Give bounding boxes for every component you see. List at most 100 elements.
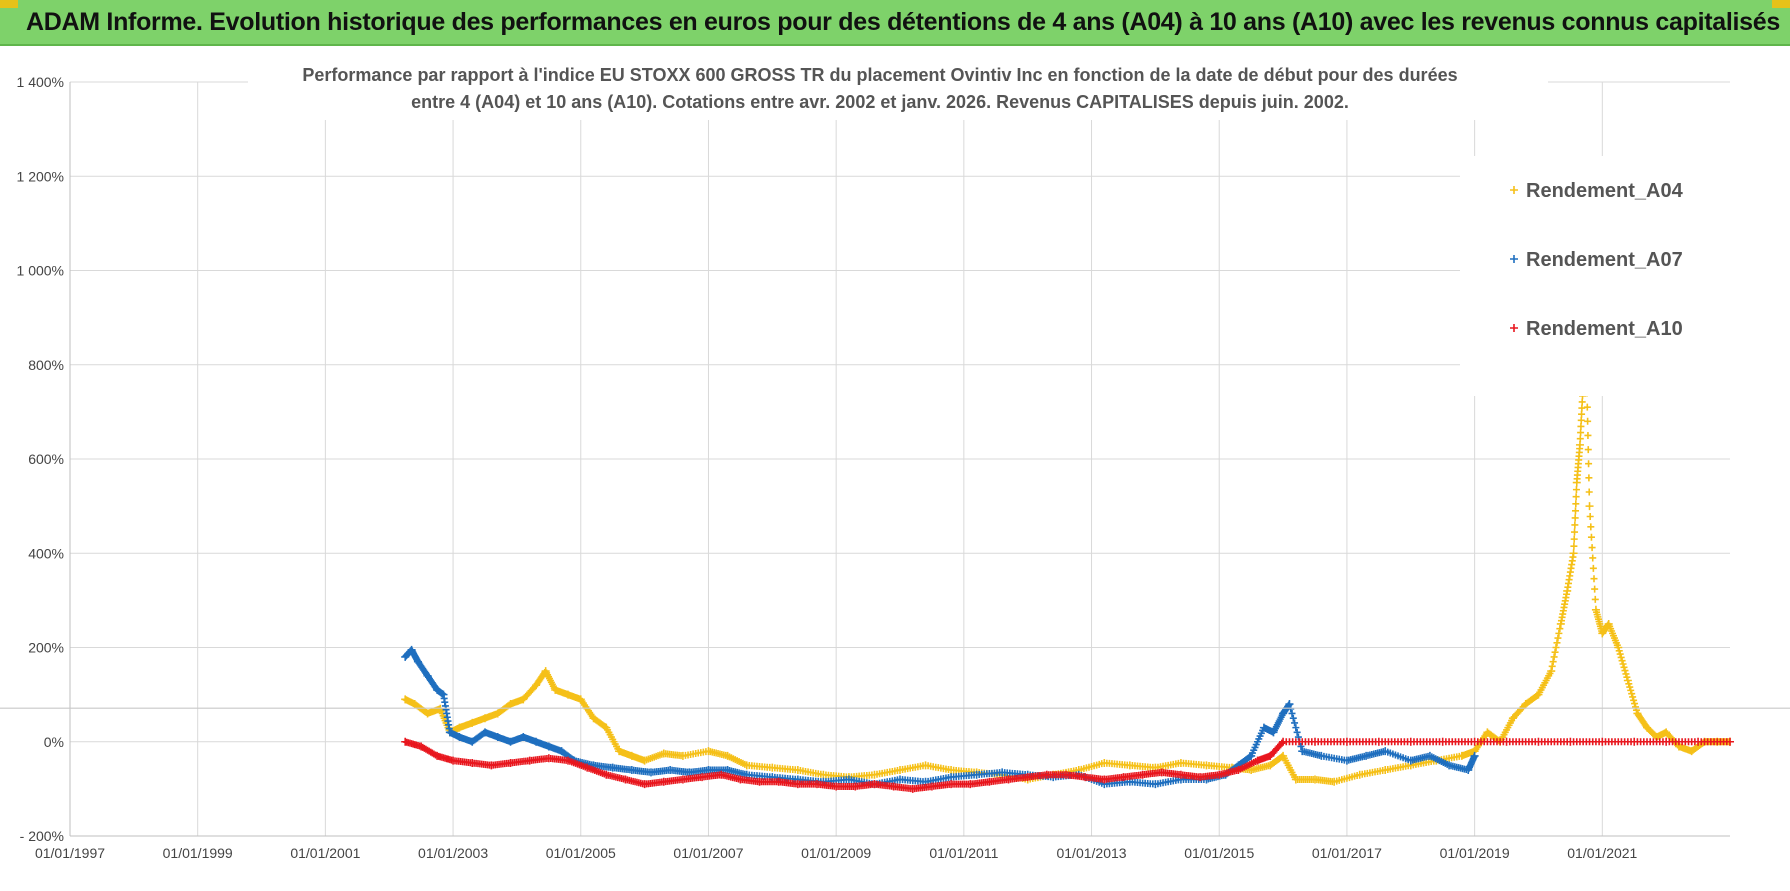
data-point bbox=[1572, 486, 1580, 494]
data-point bbox=[1552, 644, 1560, 651]
y-tick-label: 1 000% bbox=[17, 263, 64, 279]
y-tick-label: 1 200% bbox=[17, 168, 64, 184]
data-point bbox=[1555, 629, 1563, 637]
data-point bbox=[1631, 700, 1639, 708]
legend-marker bbox=[1510, 186, 1518, 194]
y-tick-label: 600% bbox=[28, 451, 64, 467]
x-tick-label: 01/01/2017 bbox=[1312, 845, 1382, 861]
data-point bbox=[1619, 660, 1627, 668]
data-point bbox=[1578, 398, 1586, 406]
report-banner: ADAM Informe. Evolution historique des p… bbox=[0, 0, 1790, 46]
data-point bbox=[1585, 474, 1593, 482]
x-tick-label: 01/01/2019 bbox=[1440, 845, 1510, 861]
data-point bbox=[1570, 542, 1578, 550]
y-tick-label: 1 400% bbox=[17, 74, 64, 90]
data-point bbox=[1547, 667, 1556, 676]
data-point bbox=[1588, 544, 1596, 552]
data-point bbox=[1293, 728, 1301, 736]
data-point bbox=[1551, 648, 1559, 656]
legend-label: Rendement_A07 bbox=[1526, 249, 1683, 271]
data-point bbox=[1630, 696, 1638, 704]
data-point bbox=[1623, 673, 1631, 681]
data-point bbox=[1589, 554, 1597, 562]
data-point bbox=[1577, 429, 1585, 437]
data-point bbox=[1578, 404, 1586, 412]
x-tick-label: 01/01/2021 bbox=[1567, 845, 1637, 861]
data-point bbox=[1554, 634, 1562, 642]
data-point bbox=[1556, 625, 1564, 633]
x-tick-label: 01/01/2003 bbox=[418, 845, 488, 861]
data-point bbox=[1590, 575, 1598, 583]
data-point bbox=[1585, 460, 1593, 468]
data-point bbox=[1628, 690, 1636, 698]
data-point bbox=[1585, 488, 1593, 496]
data-point bbox=[1571, 507, 1579, 515]
legend-background bbox=[1460, 156, 1730, 396]
legend-label: Rendement_A10 bbox=[1526, 318, 1683, 340]
data-point bbox=[1627, 686, 1635, 694]
data-point bbox=[1571, 521, 1579, 529]
data-point bbox=[1570, 535, 1578, 543]
chart-title-line1: Performance par rapport à l'indice EU ST… bbox=[302, 65, 1457, 85]
data-point bbox=[1470, 751, 1479, 760]
data-point bbox=[1584, 431, 1592, 439]
x-tick-label: 01/01/2007 bbox=[673, 845, 743, 861]
x-tick-label: 01/01/1997 bbox=[35, 845, 105, 861]
data-point bbox=[1288, 709, 1296, 717]
chart-title-line2: entre 4 (A04) et 10 ans (A10). Cotations… bbox=[411, 92, 1349, 112]
data-point bbox=[1576, 435, 1584, 443]
data-point bbox=[1626, 683, 1634, 691]
data-point bbox=[1571, 514, 1579, 522]
data-point bbox=[1625, 680, 1633, 688]
legend-label: Rendement_A04 bbox=[1526, 180, 1684, 202]
x-tick-label: 01/01/2005 bbox=[546, 845, 616, 861]
data-point bbox=[1622, 670, 1630, 678]
data-point bbox=[1591, 585, 1599, 593]
data-point bbox=[1618, 657, 1626, 665]
data-point bbox=[1246, 753, 1254, 761]
data-point bbox=[1585, 502, 1594, 511]
x-tick-label: 01/01/2011 bbox=[929, 845, 998, 861]
data-point bbox=[1617, 653, 1625, 661]
data-point bbox=[1584, 446, 1592, 454]
data-point bbox=[1548, 662, 1556, 670]
chart-container: - 200% 0% 200% 400% 600% 800% 1 000% 1 200% 1 40… bbox=[0, 46, 1790, 886]
y-tick-label: - 200% bbox=[20, 828, 64, 844]
series-rendement_a10 bbox=[401, 737, 1734, 793]
data-point bbox=[1297, 742, 1305, 750]
chart-marks bbox=[401, 360, 1734, 793]
data-point bbox=[1285, 700, 1294, 709]
series-rendement_a04 bbox=[401, 360, 1734, 786]
data-point bbox=[1589, 564, 1597, 572]
chart-legend: Rendement_A04 Rendement_A07 Rendement_A10 bbox=[1460, 156, 1730, 396]
x-tick-label: 01/01/2001 bbox=[290, 845, 360, 861]
data-point bbox=[1587, 523, 1595, 531]
data-point bbox=[1291, 719, 1299, 727]
legend-marker bbox=[1510, 324, 1518, 332]
y-tick-label: 0% bbox=[44, 734, 64, 750]
performance-chart: - 200% 0% 200% 400% 600% 800% 1 000% 1 200% 1 40… bbox=[0, 46, 1790, 886]
data-point bbox=[1289, 714, 1297, 722]
x-tick-label: 01/01/2009 bbox=[801, 845, 871, 861]
data-point bbox=[1549, 658, 1557, 666]
y-tick-label: 800% bbox=[28, 357, 64, 373]
banner-corner-left bbox=[0, 0, 18, 8]
banner-corner-right bbox=[1772, 0, 1790, 8]
data-point bbox=[1591, 595, 1599, 603]
y-tick-label: 200% bbox=[28, 640, 64, 656]
data-point bbox=[1726, 737, 1734, 746]
data-point bbox=[1616, 650, 1624, 658]
data-point bbox=[1292, 724, 1300, 732]
chart-axes: - 200% 0% 200% 400% 600% 800% 1 000% 1 200% 1 40… bbox=[0, 74, 1790, 861]
data-point bbox=[1584, 417, 1592, 425]
data-point bbox=[1586, 512, 1594, 520]
report-title: ADAM Informe. Evolution historique des p… bbox=[26, 8, 1780, 36]
data-point bbox=[1577, 416, 1585, 424]
x-tick-label: 01/01/1999 bbox=[163, 845, 233, 861]
data-point bbox=[1621, 667, 1629, 675]
data-point bbox=[1572, 500, 1580, 508]
data-point bbox=[1583, 403, 1591, 411]
x-tick-label: 01/01/2015 bbox=[1184, 845, 1254, 861]
data-point bbox=[1569, 549, 1578, 558]
data-point bbox=[1632, 703, 1640, 711]
